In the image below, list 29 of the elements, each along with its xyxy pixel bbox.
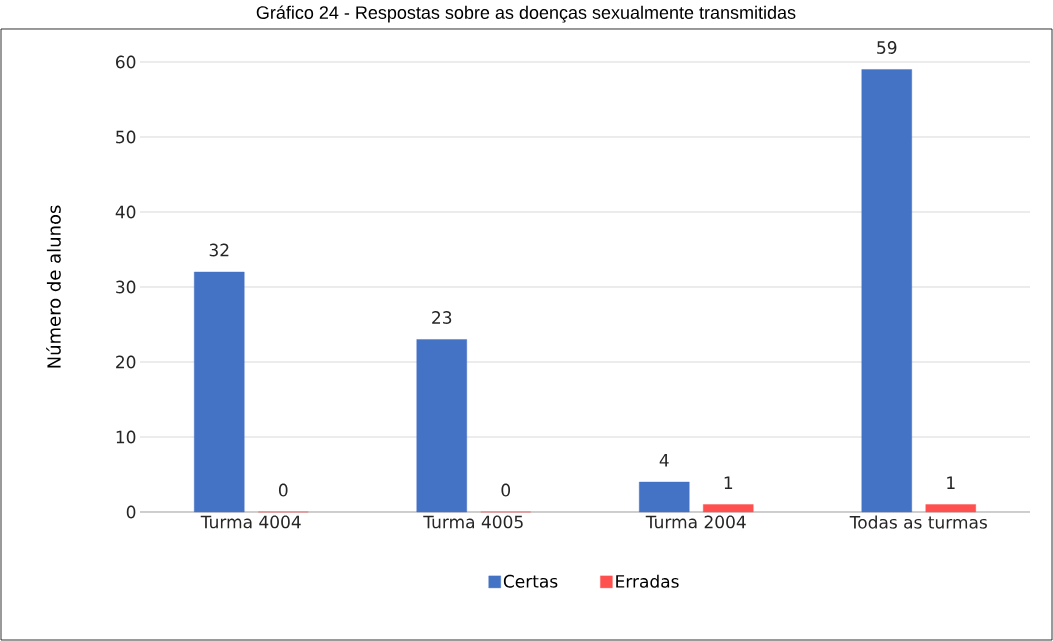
x-tick-label: Turma 4005: [423, 515, 523, 529]
data-label: 0: [278, 483, 288, 497]
x-tick-label: Todas as turmas: [849, 515, 987, 529]
bar: [861, 69, 912, 513]
legend-label: Erradas: [616, 574, 679, 588]
data-label: 1: [947, 476, 955, 489]
y-tick-label: 40: [115, 205, 136, 219]
data-label: 1: [724, 476, 733, 489]
data-label: 59: [877, 41, 897, 54]
y-tick-label: 50: [116, 130, 136, 144]
bar: [194, 271, 245, 513]
y-tick-label: 20: [116, 355, 136, 369]
y-tick-label: 60: [116, 55, 136, 69]
y-tick-label: 30: [116, 280, 136, 294]
y-axis-title: Número de alunos: [46, 205, 61, 368]
bar: [925, 504, 976, 513]
data-label: 0: [501, 483, 511, 497]
x-tick-label: Turma 2004: [645, 515, 746, 529]
data-label: 32: [209, 243, 229, 257]
data-label: 23: [432, 311, 452, 324]
data-label: 4: [659, 454, 669, 467]
chart-title: Gráfico 24 - Respostas sobre as doenças sexualmente transmitidas: [256, 5, 796, 23]
y-tick-label: 10: [116, 430, 136, 444]
y-tick-label: 0: [126, 505, 136, 519]
bar: [639, 481, 690, 513]
x-tick-label: Turma 4004: [200, 515, 301, 529]
bar: [416, 339, 467, 513]
legend-label: Certas: [503, 574, 558, 588]
bar: [703, 504, 754, 513]
